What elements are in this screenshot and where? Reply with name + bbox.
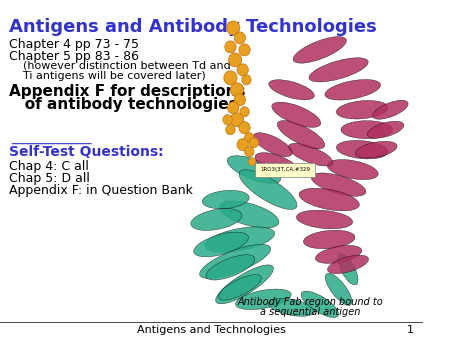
Ellipse shape [309,58,368,82]
Text: Appendix F for descriptions: Appendix F for descriptions [9,84,246,99]
Ellipse shape [356,141,397,158]
Circle shape [228,102,239,114]
Ellipse shape [325,273,352,305]
Circle shape [229,53,242,67]
Circle shape [225,41,236,53]
Text: 1RO3(3T,CA,#329: 1RO3(3T,CA,#329 [260,167,310,172]
Ellipse shape [272,102,321,127]
Ellipse shape [205,227,274,252]
Circle shape [226,125,235,135]
Circle shape [248,158,256,166]
Ellipse shape [268,298,315,316]
Text: Chapter 4 pp 73 - 75: Chapter 4 pp 73 - 75 [9,38,139,51]
Text: Appendix F: in Question Bank: Appendix F: in Question Bank [9,184,193,197]
Ellipse shape [227,156,281,184]
Circle shape [237,139,248,151]
Ellipse shape [327,160,378,180]
Ellipse shape [341,121,393,139]
Ellipse shape [202,190,249,209]
Ellipse shape [336,100,388,119]
Ellipse shape [367,121,404,138]
Circle shape [224,71,237,85]
Ellipse shape [194,232,248,257]
Text: (however distinction between Td and: (however distinction between Td and [9,61,231,71]
Circle shape [237,64,248,76]
Ellipse shape [373,100,408,119]
Circle shape [234,94,246,106]
Ellipse shape [200,244,270,279]
Text: Chap 4: C all: Chap 4: C all [9,160,89,173]
Ellipse shape [299,188,360,211]
Text: Antigens and Technologies: Antigens and Technologies [137,325,286,335]
Ellipse shape [235,289,291,310]
Ellipse shape [191,209,242,231]
Ellipse shape [269,80,315,100]
Text: a sequential antigen: a sequential antigen [260,307,360,317]
Ellipse shape [255,153,300,177]
Ellipse shape [277,121,325,149]
Text: Self-Test Questions:: Self-Test Questions: [9,145,164,159]
Circle shape [240,107,249,117]
Circle shape [244,133,254,143]
Ellipse shape [218,274,261,300]
Ellipse shape [220,201,279,228]
Ellipse shape [336,140,388,159]
Ellipse shape [325,79,381,100]
Ellipse shape [216,265,274,304]
Ellipse shape [293,37,346,63]
Circle shape [227,21,240,35]
Ellipse shape [288,143,333,166]
Text: of antibody technologies: of antibody technologies [9,97,238,112]
Ellipse shape [328,255,369,274]
Ellipse shape [297,210,353,229]
Circle shape [244,147,254,156]
Circle shape [230,113,243,127]
Circle shape [239,44,250,56]
Ellipse shape [315,245,362,263]
Ellipse shape [301,291,338,317]
Circle shape [242,75,251,85]
Text: Antigens and Antibody Technologies: Antigens and Antibody Technologies [9,18,377,36]
Text: Ti antigens will be covered later): Ti antigens will be covered later) [9,71,206,81]
Text: Chap 5: D all: Chap 5: D all [9,172,90,185]
Text: Antibody Fab region bound to: Antibody Fab region bound to [238,297,383,307]
Circle shape [223,115,232,125]
Ellipse shape [338,254,358,285]
Ellipse shape [253,133,292,156]
Ellipse shape [303,230,355,249]
Ellipse shape [206,255,255,280]
Ellipse shape [239,170,297,210]
Text: Chapter 5 pp 83 - 86: Chapter 5 pp 83 - 86 [9,50,139,63]
Circle shape [249,138,259,148]
Circle shape [234,32,246,44]
Circle shape [239,122,250,134]
Text: 1: 1 [407,325,414,335]
Circle shape [230,83,243,97]
Ellipse shape [311,173,366,196]
FancyBboxPatch shape [255,163,315,176]
